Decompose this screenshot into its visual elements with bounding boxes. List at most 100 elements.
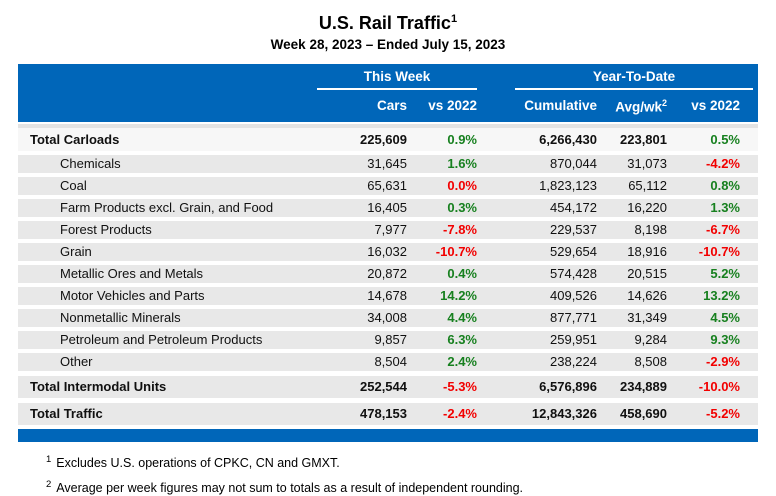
cumulative-value: 574,428 (550, 266, 597, 281)
vs2022-ytd-value: -2.9% (706, 354, 740, 369)
vs2022-ytd-value: 1.3% (710, 200, 740, 215)
table-row: Total Traffic 478,153 -2.4% 12,843,326 458,6… (18, 402, 758, 425)
table-row: Petroleum and Petroleum Products 9,857 6.3… (18, 330, 758, 349)
table-row: Farm Products excl. Grain, and Food 16,40… (18, 198, 758, 217)
footnote-2-marker: 2 (46, 478, 52, 490)
cars-value: 9,857 (374, 332, 407, 347)
cars-value: 16,405 (367, 200, 407, 215)
cars-value: 225,609 (360, 131, 407, 147)
header-body-divider (18, 123, 758, 128)
table-row: Grain 16,032 -10.7% 529,654 18,916 -10.7% (18, 242, 758, 261)
table-header: This Week Year-To-Date Cars vs 2022 Cumu… (18, 64, 758, 122)
avg-wk-value: 20,515 (627, 266, 667, 281)
cars-value: 14,678 (367, 288, 407, 303)
cumulative-value: 877,771 (550, 310, 597, 325)
vs2022-ytd-value: -4.2% (706, 156, 740, 171)
row-label: Metallic Ores and Metals (60, 266, 204, 281)
table-row: Total Intermodal Units 252,544 -5.3% 6,576,… (18, 375, 758, 398)
avg-wk-value: 31,349 (627, 310, 667, 325)
avg-wk-value: 458,690 (620, 406, 667, 421)
col-header-vs2022-ytd: vs 2022 (691, 97, 740, 113)
col-header-cumulative: Cumulative (524, 97, 597, 113)
page-subtitle: Week 28, 2023 – Ended July 15, 2023 (270, 37, 506, 52)
vs2022-week-value: -7.8% (443, 222, 477, 237)
footnote-2-text: Average per week figures may not sum to … (56, 480, 524, 495)
vs2022-ytd-value: 4.5% (710, 310, 740, 325)
table-row: Metallic Ores and Metals 20,872 0.4% 574,42… (18, 264, 758, 283)
vs2022-week-value: -2.4% (443, 406, 477, 421)
header-columns-row: Cars vs 2022 Cumulative Avg/wk2 vs 2022 (18, 90, 758, 115)
vs2022-ytd-value: 13.2% (703, 288, 740, 303)
vs2022-week-value: -10.7% (435, 244, 477, 259)
col-group-this-week-label: This Week (317, 69, 477, 90)
row-label: Chemicals (60, 156, 121, 171)
cumulative-value: 529,654 (550, 244, 597, 259)
footnote-1: 1 Excludes U.S. operations of CPKC, CN an… (46, 452, 776, 471)
vs2022-week-value: 1.6% (447, 156, 477, 171)
cumulative-value: 238,224 (550, 354, 597, 369)
vs2022-ytd-value: -10.7% (698, 244, 740, 259)
col-group-year-to-date: Year-To-Date (477, 69, 753, 90)
row-label: Grain (60, 244, 92, 259)
table-row: Other 8,504 2.4% 238,224 8,508 -2.9% (18, 352, 758, 371)
table-row: Nonmetallic Minerals 34,008 4.4% 877,771 31,… (18, 308, 758, 327)
row-label: Motor Vehicles and Parts (60, 288, 205, 303)
avg-wk-value: 14,626 (627, 288, 667, 303)
row-label: Other (60, 354, 93, 369)
cumulative-value: 1,823,123 (539, 178, 597, 193)
avg-wk-value: 8,198 (634, 222, 667, 237)
vs2022-ytd-value: 9.3% (710, 332, 740, 347)
header-group-row: This Week Year-To-Date (18, 69, 758, 90)
table-footer-bar (18, 428, 758, 442)
cars-value: 65,631 (367, 178, 407, 193)
title-block: U.S. Rail Traffic1 Week 28, 2023 – Ended… (0, 0, 776, 53)
vs2022-ytd-value: -10.0% (698, 379, 740, 394)
vs2022-ytd-value: 0.8% (710, 178, 740, 193)
cars-value: 16,032 (367, 244, 407, 259)
vs2022-ytd-value: 5.2% (710, 266, 740, 281)
cars-value: 34,008 (367, 310, 407, 325)
row-label: Coal (60, 178, 87, 193)
vs2022-week-value: 0.0% (447, 178, 477, 193)
table-row: Chemicals 31,645 1.6% 870,044 31,073 -4.2% (18, 154, 758, 173)
cumulative-value: 259,951 (550, 332, 597, 347)
avg-wk-value: 8,508 (634, 354, 667, 369)
vs2022-week-value: 2.4% (447, 354, 477, 369)
vs2022-week-value: 4.4% (447, 310, 477, 325)
cumulative-value: 6,266,430 (539, 131, 597, 147)
row-label: Farm Products excl. Grain, and Food (60, 200, 274, 215)
footnotes: 1 Excludes U.S. operations of CPKC, CN an… (46, 452, 776, 496)
cars-value: 7,977 (374, 222, 407, 237)
footnote-1-marker: 1 (46, 453, 52, 465)
row-label: Nonmetallic Minerals (60, 310, 181, 325)
col-header-vs2022-week: vs 2022 (428, 97, 477, 113)
cumulative-value: 870,044 (550, 156, 597, 171)
col-header-avg-wk: Avg/wk2 (597, 90, 667, 115)
vs2022-week-value: 14.2% (440, 288, 477, 303)
table-body: Total Carloads 225,609 0.9% 6,266,430 223,80… (18, 127, 758, 425)
cumulative-value: 409,526 (550, 288, 597, 303)
vs2022-week-value: 0.9% (447, 131, 477, 147)
footnote-1-text: Excludes U.S. operations of CPKC, CN and… (56, 455, 340, 470)
table-row: Coal 65,631 0.0% 1,823,123 65,112 0.8% (18, 176, 758, 195)
vs2022-week-value: 0.4% (447, 266, 477, 281)
cumulative-value: 229,537 (550, 222, 597, 237)
avg-wk-value: 65,112 (628, 178, 667, 193)
page-title: U.S. Rail Traffic1 (0, 8, 776, 34)
row-label: Forest Products (60, 222, 152, 237)
row-label: Petroleum and Petroleum Products (60, 332, 263, 347)
rail-traffic-table: This Week Year-To-Date Cars vs 2022 Cumu… (18, 64, 758, 442)
avg-wk-value: 31,073 (627, 156, 667, 171)
col-group-year-to-date-label: Year-To-Date (515, 69, 753, 90)
avg-wk-footnote-marker: 2 (661, 98, 667, 108)
footnote-2: 2 Average per week figures may not sum to… (46, 477, 776, 496)
vs2022-ytd-value: 0.5% (710, 131, 740, 147)
vs2022-week-value: 6.3% (447, 332, 477, 347)
vs2022-week-value: -5.3% (443, 379, 477, 394)
cars-value: 252,544 (360, 379, 407, 394)
col-header-avg-wk-text: Avg/wk (615, 99, 662, 115)
table-row: Forest Products 7,977 -7.8% 229,537 8,198 -6.… (18, 220, 758, 239)
cars-value: 20,872 (367, 266, 407, 281)
avg-wk-value: 18,916 (627, 244, 667, 259)
vs2022-ytd-value: -5.2% (706, 406, 740, 421)
